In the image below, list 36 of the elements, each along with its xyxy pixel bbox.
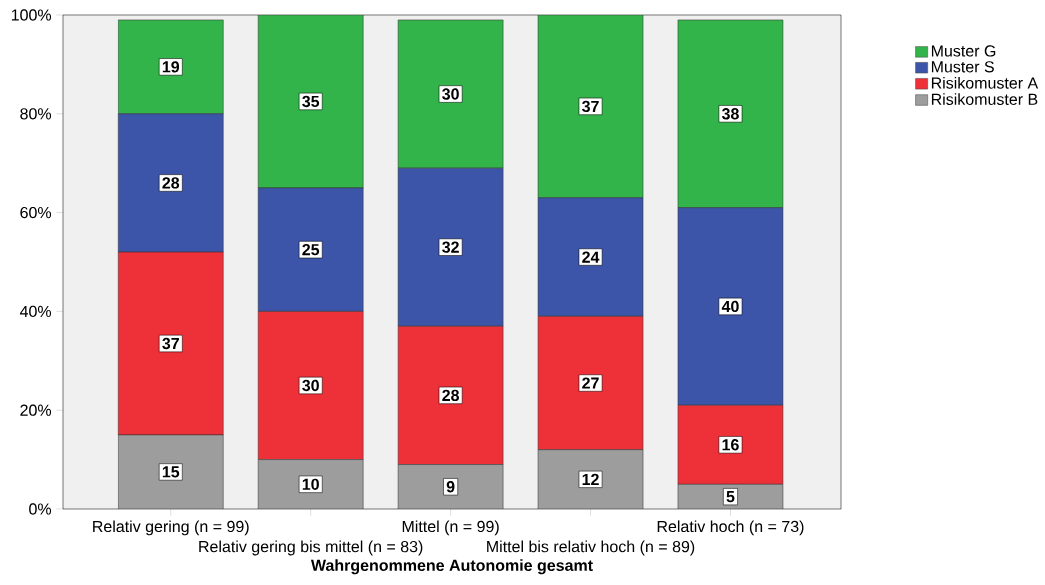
y-tick-label: 60% (20, 206, 52, 219)
data-label: 35 (302, 95, 320, 108)
y-tick-label: 40% (19, 305, 52, 318)
data-label: 27 (582, 377, 599, 389)
y-tick-label: 100% (11, 9, 52, 21)
data-label: 10 (302, 478, 319, 490)
data-label: 19 (162, 61, 180, 73)
y-tick-label: 20% (20, 404, 52, 416)
data-label: 30 (442, 88, 459, 100)
y-tick-label: 80% (20, 108, 52, 120)
data-label: 28 (162, 177, 180, 189)
y-tick-label: 0% (29, 503, 52, 515)
data-label: 28 (442, 389, 460, 402)
data-label: 15 (162, 466, 180, 478)
legend-label: Muster S (931, 61, 994, 73)
x-axis-title: Wahrgenommene Autonomie gesamt (310, 559, 593, 575)
legend-label: Muster G (931, 45, 996, 57)
data-label: 30 (302, 379, 319, 392)
legend-label: Risikomuster A (931, 76, 1039, 89)
data-label: 9 (446, 481, 455, 493)
data-label: 16 (722, 439, 739, 451)
x-tick-label: Relativ gering (n = 99) (93, 520, 249, 536)
data-label: 24 (582, 251, 600, 263)
data-label: 12 (582, 473, 599, 485)
x-tick-label: Relativ hoch (n = 73) (657, 520, 804, 536)
x-tick-label: Mittel bis relativ hoch (n = 89) (487, 540, 695, 556)
x-tick-label: Relativ gering bis mittel (n = 83) (199, 540, 423, 556)
data-label: 5 (726, 491, 735, 503)
data-label: 38 (721, 108, 739, 120)
data-label: 40 (721, 300, 739, 313)
data-label: 37 (582, 100, 599, 113)
legend-label: Risikomuster B (931, 93, 1038, 105)
x-tick-label: Mittel (n = 99) (402, 520, 499, 536)
data-label: 32 (442, 241, 459, 253)
data-label: 37 (162, 337, 179, 350)
data-label: 25 (302, 243, 320, 256)
